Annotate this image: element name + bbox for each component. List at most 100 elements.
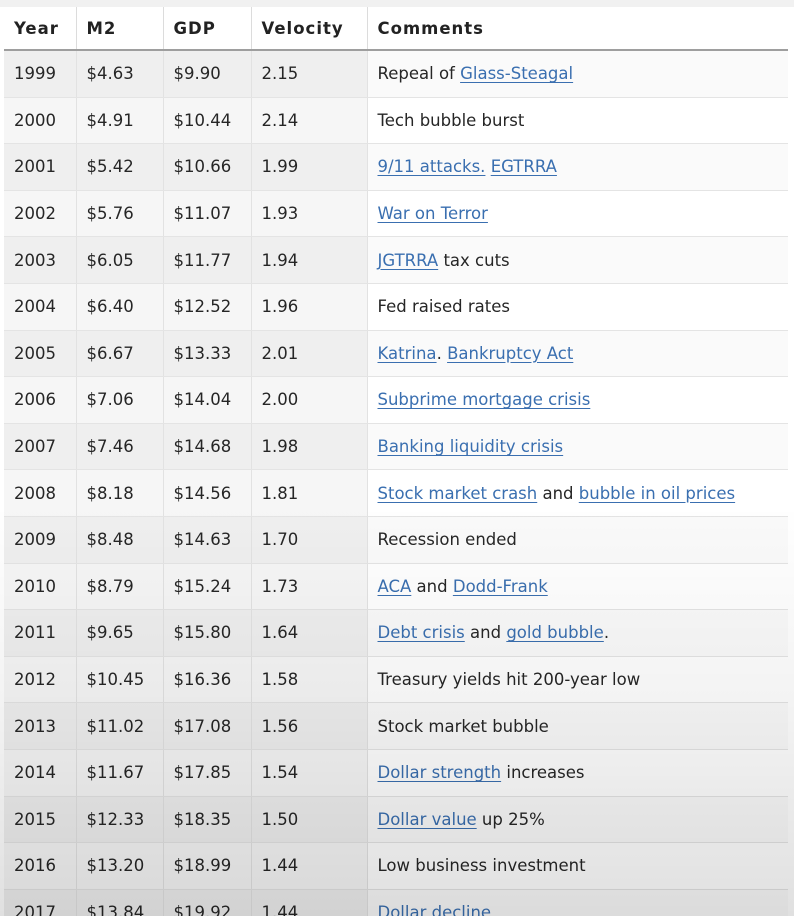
- m2-cell: $5.76: [76, 190, 164, 238]
- gdp-cell: $14.63: [163, 516, 252, 564]
- velocity-cell: 1.56: [251, 702, 368, 750]
- comment-link[interactable]: Debt crisis: [377, 623, 465, 643]
- year-cell: 2013: [4, 702, 77, 750]
- table-row: 2005 $6.67 $13.33 2.01 Katrina. Bankruptcy A…: [4, 330, 788, 378]
- m2-cell: $5.42: [76, 143, 164, 191]
- comment-link[interactable]: 9/11 attacks.: [377, 157, 486, 177]
- year-cell: 2011: [4, 609, 77, 657]
- comment-link[interactable]: Dollar strength: [377, 763, 502, 783]
- header-row: Year M2 GDP Velocity Comments: [4, 7, 788, 51]
- gdp-cell: $15.24: [163, 563, 252, 611]
- comment-link[interactable]: bubble in oil prices: [578, 483, 736, 503]
- comment-cell: Katrina. Bankruptcy Act: [367, 330, 788, 378]
- velocity-cell: 1.70: [251, 516, 368, 564]
- comment-link[interactable]: EGTRRA: [490, 157, 557, 177]
- m2-cell: $7.46: [76, 423, 164, 471]
- comment-cell: Tech bubble burst: [367, 97, 788, 145]
- comment-text: .: [603, 623, 610, 643]
- gdp-cell: $13.33: [163, 330, 252, 378]
- gdp-cell: $16.36: [163, 656, 252, 704]
- comment-link[interactable]: Subprime mortgage crisis: [377, 390, 591, 410]
- velocity-cell: 1.44: [251, 842, 368, 890]
- gdp-cell: $14.04: [163, 376, 252, 424]
- comment-cell: JGTRRA tax cuts: [367, 236, 788, 284]
- velocity-cell: 2.14: [251, 97, 368, 145]
- velocity-cell: 2.01: [251, 330, 368, 378]
- year-cell: 2015: [4, 796, 77, 844]
- year-cell: 2016: [4, 842, 77, 890]
- comment-link[interactable]: Stock market crash: [377, 483, 538, 503]
- table-row: 2002 $5.76 $11.07 1.93 War on Terror: [4, 190, 788, 238]
- comment-link[interactable]: JGTRRA: [377, 250, 439, 270]
- comment-cell: ACA and Dodd-Frank: [367, 563, 788, 611]
- gdp-cell: $17.08: [163, 702, 252, 750]
- m2-cell: $10.45: [76, 656, 164, 704]
- year-cell: 2000: [4, 97, 77, 145]
- m2-cell: $4.91: [76, 97, 164, 145]
- comment-text: up 25%: [476, 809, 545, 829]
- gdp-cell: $10.44: [163, 97, 252, 145]
- year-cell: 2017: [4, 889, 77, 916]
- comment-link[interactable]: ACA: [377, 576, 412, 596]
- comment-cell: Stock market crash and bubble in oil pri…: [367, 469, 788, 517]
- comment-link[interactable]: Dodd-Frank: [452, 576, 548, 596]
- gdp-cell: $11.07: [163, 190, 252, 238]
- table-row: 2012 $10.45 $16.36 1.58 Treasury yields hit …: [4, 656, 788, 704]
- comment-text: increases: [501, 763, 585, 783]
- velocity-cell: 1.96: [251, 283, 368, 331]
- comment-link[interactable]: Glass-Steagal: [460, 64, 574, 84]
- m2-cell: $8.79: [76, 563, 164, 611]
- comment-cell: Debt crisis and gold bubble.: [367, 609, 788, 657]
- year-cell: 2006: [4, 376, 77, 424]
- gdp-cell: $18.99: [163, 842, 252, 890]
- top-strip: [0, 0, 794, 7]
- m2-cell: $11.02: [76, 702, 164, 750]
- m2-cell: $7.06: [76, 376, 164, 424]
- comment-link[interactable]: Katrina: [377, 343, 437, 363]
- gdp-cell: $14.68: [163, 423, 252, 471]
- table-body: 1999 $4.63 $9.90 2.15 Repeal of Glass-Steaga…: [4, 50, 788, 916]
- m2-cell: $12.33: [76, 796, 164, 844]
- gdp-cell: $19.92: [163, 889, 252, 916]
- year-cell: 2010: [4, 563, 77, 611]
- table-row: 1999 $4.63 $9.90 2.15 Repeal of Glass-Steaga…: [4, 50, 788, 98]
- table-row: 2011 $9.65 $15.80 1.64 Debt crisis and gold …: [4, 609, 788, 657]
- velocity-cell: 2.00: [251, 376, 368, 424]
- m2-cell: $4.63: [76, 50, 164, 98]
- table-row: 2009 $8.48 $14.63 1.70 Recession ended: [4, 516, 788, 564]
- comment-link[interactable]: War on Terror: [377, 204, 488, 224]
- header-gdp: GDP: [163, 7, 252, 51]
- comment-cell: Dollar strength increases: [367, 749, 788, 797]
- comment-cell: War on Terror: [367, 190, 788, 238]
- comment-link[interactable]: Dollar decline: [377, 902, 492, 916]
- year-cell: 2004: [4, 283, 77, 331]
- year-cell: 2002: [4, 190, 77, 238]
- comment-cell: Dollar decline: [367, 889, 788, 916]
- velocity-cell: 1.58: [251, 656, 368, 704]
- header-year: Year: [4, 7, 77, 51]
- header-comments: Comments: [367, 7, 788, 51]
- velocity-cell: 1.81: [251, 469, 368, 517]
- table-row: 2004 $6.40 $12.52 1.96 Fed raised rates: [4, 283, 788, 331]
- comment-cell: Subprime mortgage crisis: [367, 376, 788, 424]
- comment-text: Tech bubble burst: [377, 110, 525, 130]
- table-row: 2010 $8.79 $15.24 1.73 ACA and Dodd-Frank: [4, 563, 788, 611]
- gdp-cell: $9.90: [163, 50, 252, 98]
- comment-link[interactable]: gold bubble: [506, 623, 604, 643]
- year-cell: 2003: [4, 236, 77, 284]
- comment-link[interactable]: Bankruptcy Act: [447, 343, 574, 363]
- year-cell: 2005: [4, 330, 77, 378]
- comment-cell: Recession ended: [367, 516, 788, 564]
- velocity-cell: 1.54: [251, 749, 368, 797]
- comment-link[interactable]: Banking liquidity crisis: [377, 437, 564, 457]
- velocity-cell: 1.98: [251, 423, 368, 471]
- money-velocity-table: Year M2 GDP Velocity Comments 1999 $4.63 $…: [4, 7, 788, 916]
- header-velocity: Velocity: [251, 7, 368, 51]
- gdp-cell: $18.35: [163, 796, 252, 844]
- comment-link[interactable]: Dollar value: [377, 809, 477, 829]
- comment-cell: Dollar value up 25%: [367, 796, 788, 844]
- comment-text: and: [411, 576, 453, 596]
- table-row: 2008 $8.18 $14.56 1.81 Stock market crash an…: [4, 469, 788, 517]
- velocity-cell: 1.99: [251, 143, 368, 191]
- comment-cell: Banking liquidity crisis: [367, 423, 788, 471]
